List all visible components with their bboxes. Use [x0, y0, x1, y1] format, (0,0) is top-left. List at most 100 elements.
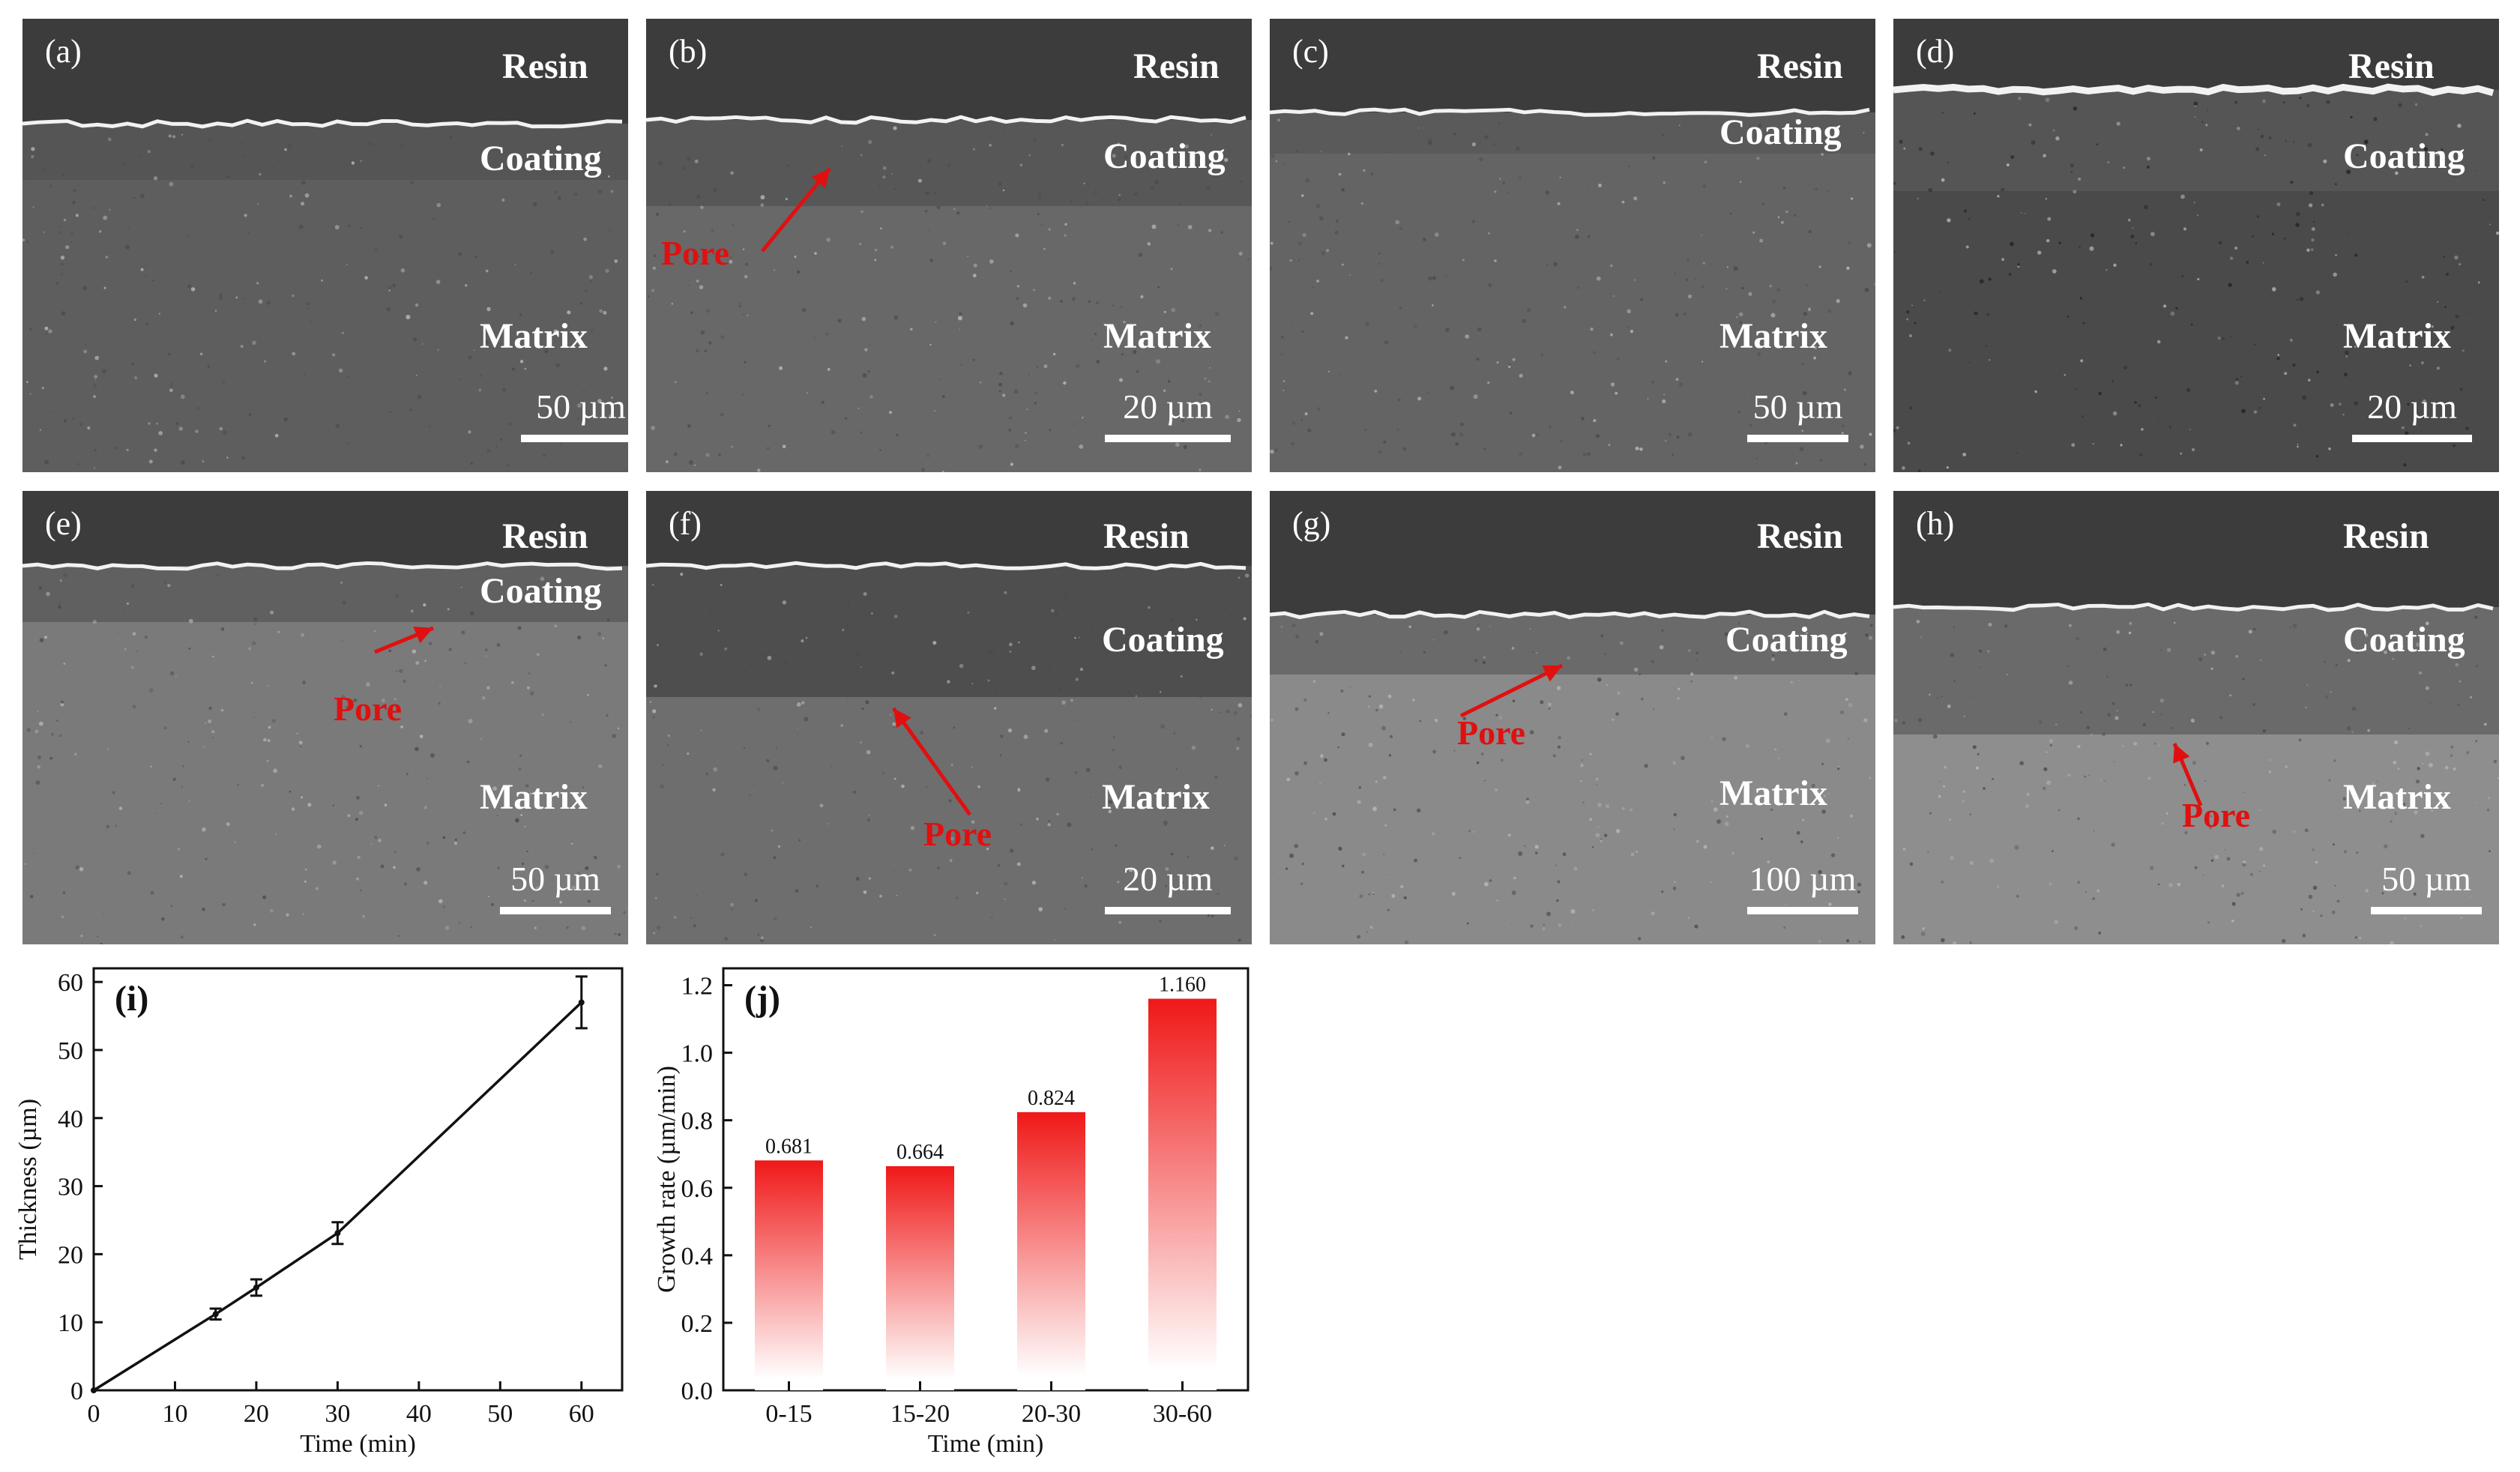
- thickness-chart: 0 10 20 30 40 50 60 0 10 20 30 40 50 60 Time (min) Thic…: [0, 952, 645, 1472]
- y-tick-label: 0: [70, 1378, 83, 1405]
- data-point: [212, 1311, 219, 1318]
- x-tick-label: 50: [487, 1400, 513, 1428]
- scale-bar-label: 20 µm: [1123, 860, 1213, 898]
- coating-label: Coating: [480, 571, 602, 611]
- y-tick-label: 0.2: [681, 1310, 714, 1338]
- panel-tag: (a): [45, 33, 82, 70]
- panel-tag: (g): [1292, 505, 1331, 542]
- panel-tag: (e): [45, 505, 82, 542]
- bar-value-label: 0.681: [765, 1135, 813, 1158]
- coating-label: Coating: [480, 139, 602, 178]
- matrix-label: Matrix: [480, 316, 588, 356]
- bar-value-label: 0.664: [896, 1141, 944, 1164]
- resin-label: Resin: [1757, 516, 1843, 556]
- bar: [1017, 1111, 1085, 1390]
- pore-label: Pore: [334, 690, 403, 728]
- sem-panel-c: (c) Resin Coating Matrix 50 µm: [1270, 19, 1875, 472]
- panel-tag: (b): [669, 33, 708, 70]
- resin-label: Resin: [2343, 516, 2429, 556]
- x-tick-label: 0: [88, 1400, 100, 1428]
- scale-bar: [500, 907, 611, 914]
- sem-image: [1893, 19, 2499, 472]
- scale-bar-label: 100 µm: [1749, 860, 1857, 898]
- pore-label: Pore: [923, 815, 992, 853]
- y-axis-label: Growth rate (µm/min): [653, 1066, 681, 1293]
- thickness-series-line: [93, 1001, 582, 1392]
- x-tick-label: 30: [325, 1400, 350, 1428]
- scale-bar-label: 50 µm: [1752, 387, 1843, 426]
- scale-bar-label: 50 µm: [536, 387, 626, 426]
- sem-panel-g: (g) Resin Coating Matrix 100 µm Pore: [1270, 491, 1875, 944]
- y-tick-label: 0.6: [681, 1175, 714, 1203]
- sem-panel-f: (f) Resin Coating Matrix 20 µm Pore: [646, 491, 1252, 944]
- sem-image: [1270, 19, 1875, 472]
- scale-bar-label: 50 µm: [2381, 860, 2471, 898]
- x-tick-label: 20: [244, 1400, 269, 1428]
- resin-label: Resin: [1133, 46, 1220, 86]
- x-tick-label: 40: [406, 1400, 432, 1428]
- coating-label: Coating: [2343, 136, 2465, 176]
- data-point: [578, 999, 585, 1006]
- scale-bar: [2352, 435, 2472, 442]
- matrix-label: Matrix: [2343, 316, 2451, 356]
- sem-panel-h: (h) Resin Coating Matrix 50 µm Pore: [1893, 491, 2499, 944]
- sem-image: [1270, 491, 1875, 944]
- x-tick-label: 0-15: [765, 1400, 812, 1428]
- y-tick-label: 50: [58, 1037, 83, 1065]
- y-tick-label: 1.0: [681, 1040, 714, 1068]
- bar: [755, 1160, 823, 1390]
- scale-bar: [1747, 907, 1858, 914]
- sem-panel-a: (a) Resin Coating Matrix 50 µm: [22, 19, 628, 472]
- y-tick-label: 10: [58, 1309, 83, 1337]
- x-tick-label: 10: [162, 1400, 187, 1428]
- growth-rate-chart-svg: 0.0 0.2 0.4 0.6 0.8 1.0 1.2 0-15 0.681 15-20 0.664…: [653, 967, 1250, 1458]
- scale-bar: [1105, 907, 1231, 914]
- matrix-label: Matrix: [1719, 316, 1827, 356]
- bar: [1148, 998, 1217, 1390]
- x-tick-label: 30-60: [1153, 1400, 1212, 1428]
- pore-label: Pore: [661, 234, 730, 272]
- scale-bar: [521, 435, 628, 442]
- panel-tag: (h): [1916, 505, 1955, 542]
- panel-tag: (d): [1916, 33, 1955, 70]
- matrix-label: Matrix: [480, 777, 588, 817]
- scale-bar: [1105, 435, 1231, 442]
- bar: [886, 1165, 954, 1390]
- y-tick-label: 1.2: [681, 973, 714, 1001]
- resin-label: Resin: [2348, 46, 2435, 86]
- sem-image: [646, 491, 1252, 944]
- scale-bar-label: 20 µm: [2367, 387, 2457, 426]
- x-tick-label: 60: [569, 1400, 594, 1428]
- x-axis-label: Time (min): [300, 1430, 416, 1458]
- data-point: [334, 1230, 341, 1237]
- sem-panel-e: (e) Resin Coating Matrix 50 µm Pore: [22, 491, 628, 944]
- panel-tag: (f): [669, 505, 702, 542]
- x-tick-label: 20-30: [1022, 1400, 1081, 1428]
- chart-panel-tag: (j): [744, 979, 780, 1019]
- coating-label: Coating: [1102, 620, 1224, 660]
- bar-value-label: 1.160: [1159, 974, 1206, 997]
- bar-value-label: 0.824: [1028, 1087, 1075, 1110]
- sem-image: [22, 19, 628, 472]
- resin-label: Resin: [1103, 516, 1190, 556]
- resin-label: Resin: [502, 46, 588, 86]
- chart-panel-tag: (i): [115, 979, 148, 1019]
- pore-label: Pore: [1457, 714, 1526, 752]
- y-tick-label: 20: [58, 1241, 83, 1269]
- data-point: [91, 1387, 97, 1393]
- sem-panel-d: (d) Resin Coating Matrix 20 µm: [1893, 19, 2499, 472]
- x-tick-label: 15-20: [890, 1400, 950, 1428]
- coating-label: Coating: [1103, 136, 1226, 176]
- sem-panel-b: (b) Resin Coating Matrix 20 µm Pore: [646, 19, 1252, 472]
- y-tick-label: 0.4: [681, 1243, 714, 1270]
- y-tick-label: 30: [58, 1174, 83, 1201]
- resin-label: Resin: [502, 516, 588, 556]
- y-tick-label: 0.8: [681, 1108, 714, 1135]
- scale-bar: [1747, 435, 1848, 442]
- plot-frame: [92, 967, 624, 1392]
- sem-image: [646, 19, 1252, 472]
- pore-label: Pore: [2182, 796, 2251, 834]
- scale-bar: [2371, 907, 2482, 914]
- y-tick-label: 40: [58, 1105, 83, 1133]
- matrix-label: Matrix: [1102, 777, 1210, 817]
